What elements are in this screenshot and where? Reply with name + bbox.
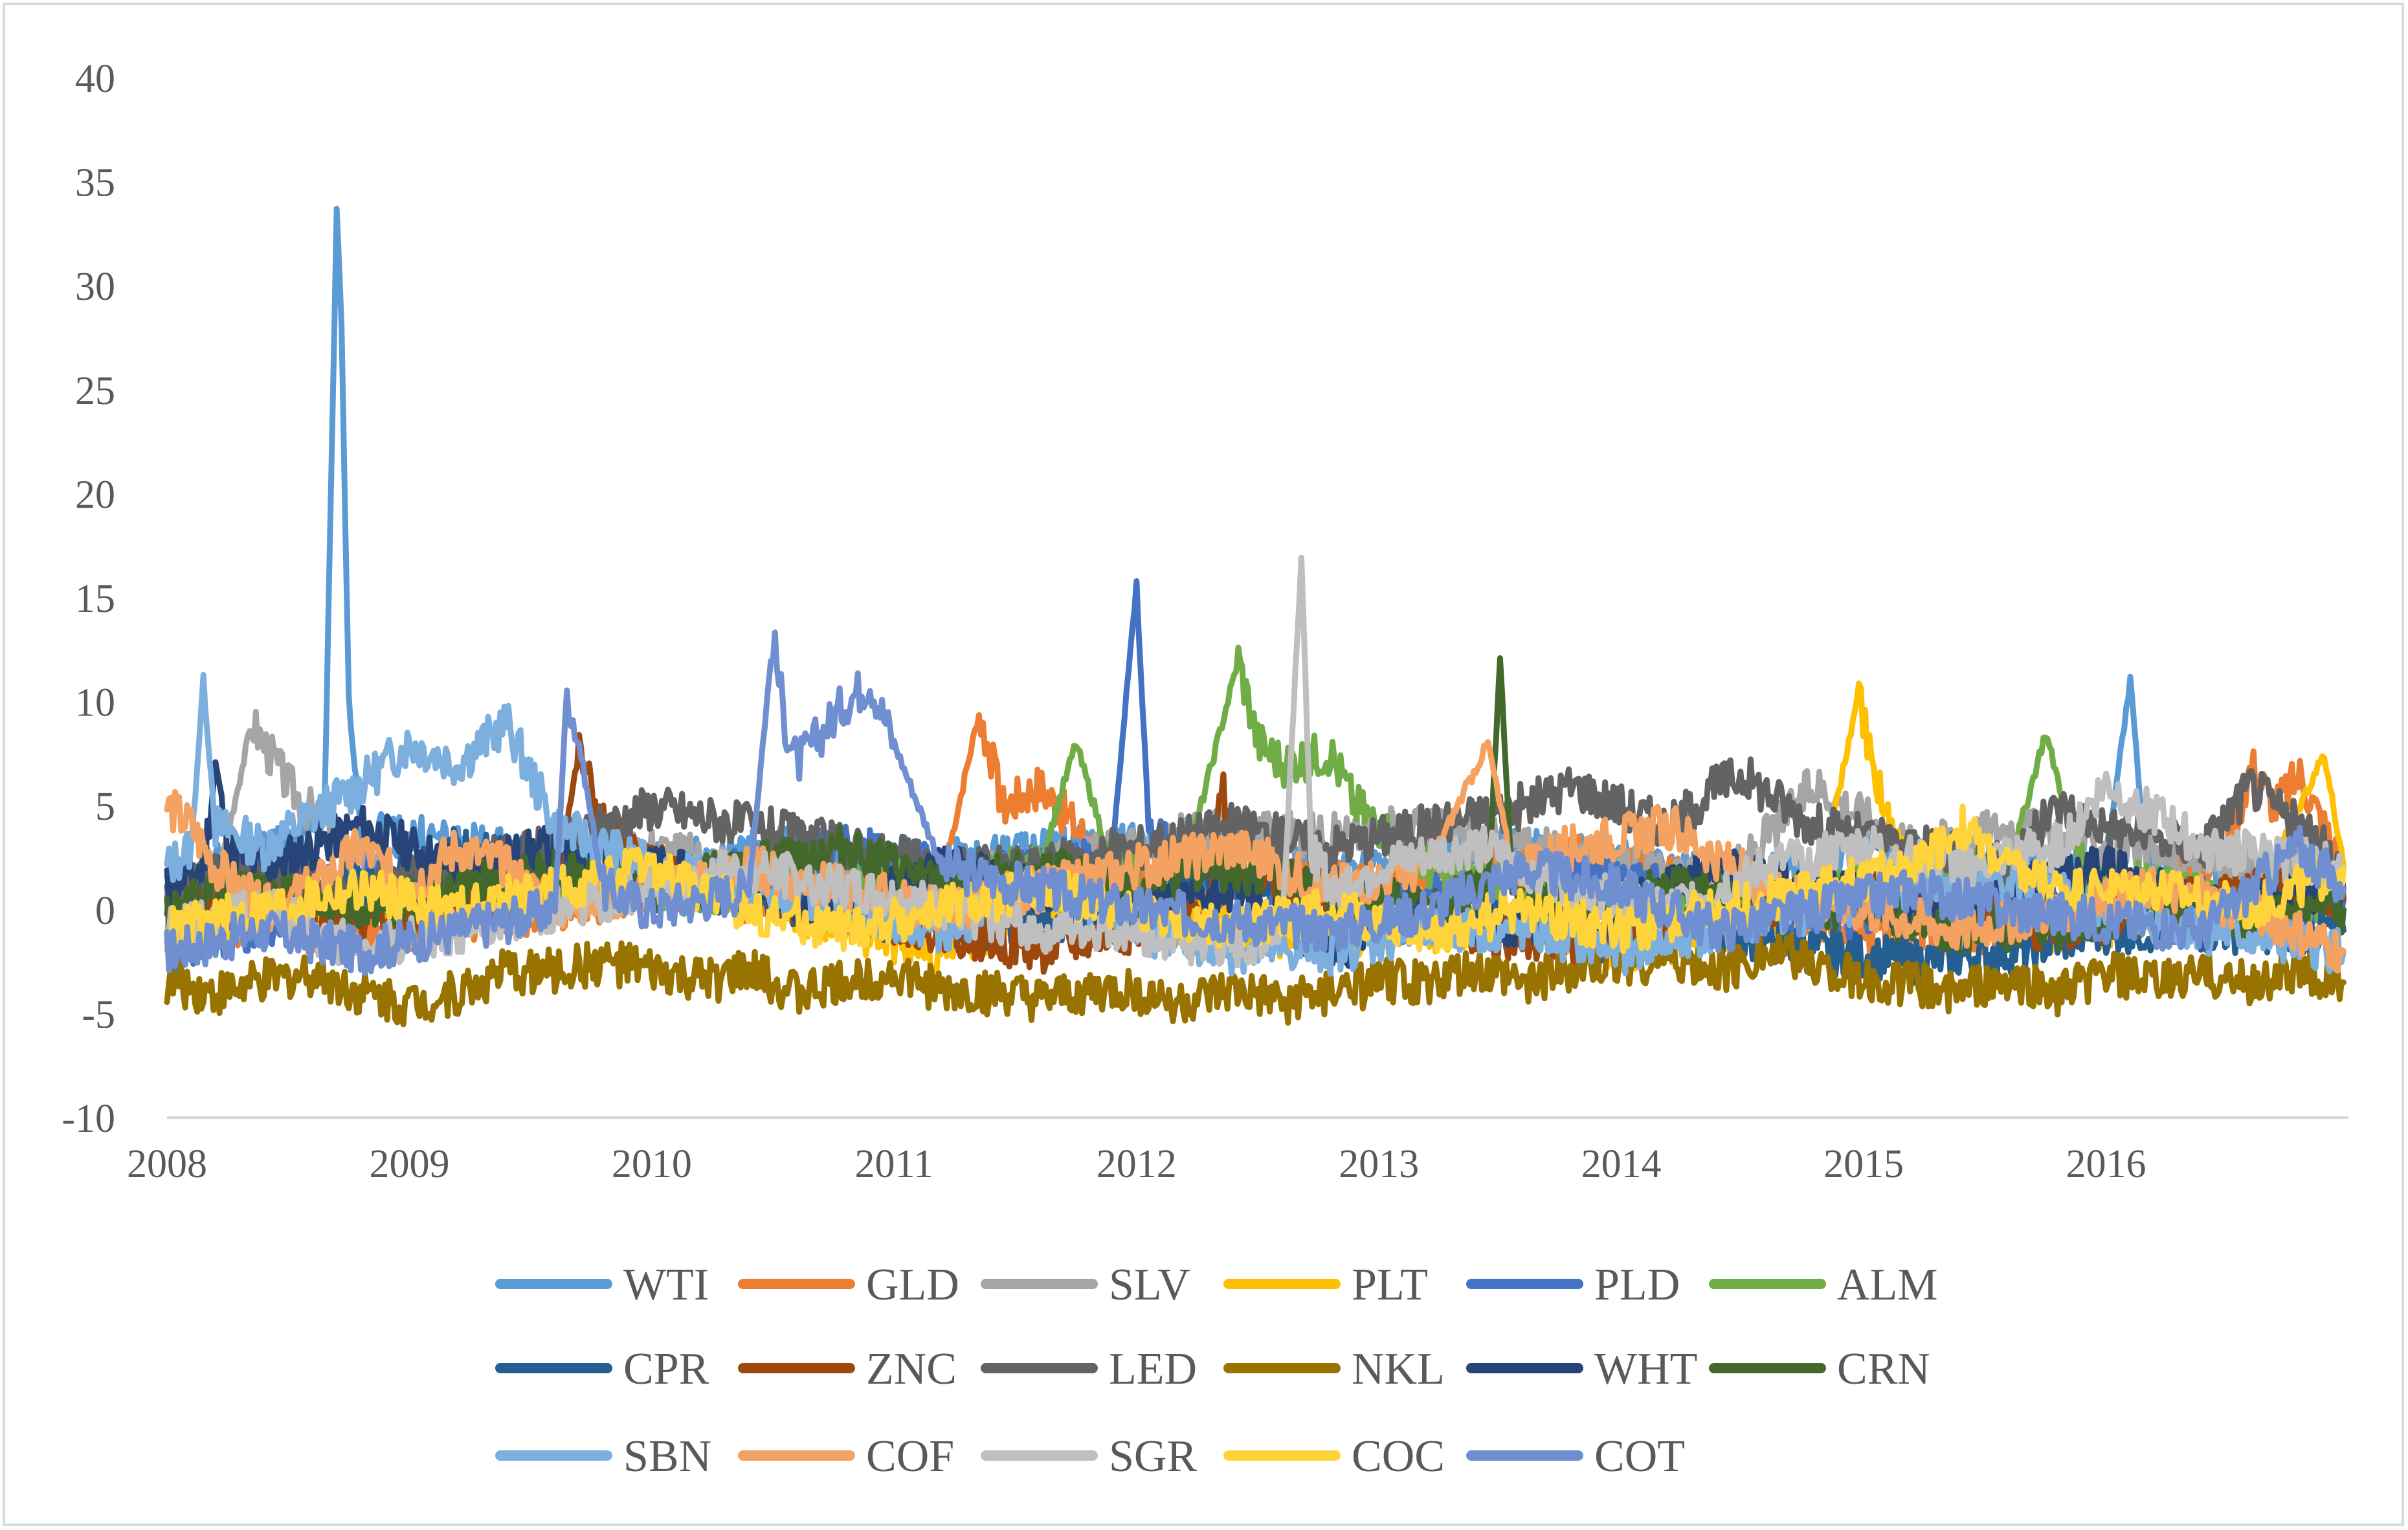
x-tick-label: 2009 — [369, 1142, 449, 1186]
legend: WTI GLD SLV PLT PLD ALM CPR ZNC LED NKL WHT CRN SBN C… — [495, 1260, 1938, 1481]
y-tick-label: -5 — [82, 993, 115, 1037]
series-lines — [164, 205, 2347, 1028]
y-tick-label: 0 — [95, 889, 115, 933]
x-tick-label: 2015 — [1823, 1142, 1904, 1186]
legend-label-coc: COC — [1352, 1432, 1445, 1481]
legend-label-led: LED — [1109, 1344, 1197, 1394]
y-axis-tick-labels: -10 -5 0 5 10 15 20 25 30 35 40 — [61, 57, 115, 1141]
legend-label-pld: PLD — [1594, 1260, 1680, 1310]
legend-label-cot: COT — [1594, 1432, 1685, 1481]
legend-label-plt: PLT — [1352, 1260, 1428, 1310]
legend-label-alm: ALM — [1837, 1260, 1938, 1310]
series-line-cot — [164, 629, 2347, 976]
legend-label-wti: WTI — [623, 1260, 709, 1310]
series-line-nkl — [164, 929, 2347, 1028]
y-tick-label: 5 — [95, 785, 115, 829]
x-tick-label: 2010 — [612, 1142, 692, 1186]
y-tick-label: 35 — [75, 161, 115, 205]
legend-label-crn: CRN — [1837, 1344, 1930, 1394]
legend-label-sgr: SGR — [1109, 1432, 1197, 1481]
legend-label-slv: SLV — [1109, 1260, 1190, 1310]
legend-label-wht: WHT — [1594, 1344, 1697, 1394]
x-tick-label: 2011 — [854, 1142, 933, 1186]
y-tick-label: -10 — [61, 1097, 115, 1141]
y-tick-label: 40 — [75, 57, 115, 101]
x-tick-label: 2008 — [127, 1142, 207, 1186]
series-line-coc — [164, 804, 2347, 954]
legend-label-cpr: CPR — [623, 1344, 709, 1394]
series-line-wti — [164, 205, 2347, 913]
legend-label-gld: GLD — [866, 1260, 959, 1310]
x-tick-label: 2013 — [1339, 1142, 1419, 1186]
x-tick-label: 2016 — [2066, 1142, 2146, 1186]
legend-label-sbn: SBN — [623, 1432, 711, 1481]
y-tick-label: 30 — [75, 265, 115, 309]
legend-label-cof: COF — [866, 1432, 954, 1481]
y-tick-label: 10 — [75, 681, 115, 725]
y-tick-label: 15 — [75, 577, 115, 621]
legend-label-nkl: NKL — [1352, 1344, 1445, 1394]
x-tick-label: 2014 — [1581, 1142, 1662, 1186]
chart-frame: -10 -5 0 5 10 15 20 25 30 35 40 2008 2009 2010 2011 20… — [3, 3, 2404, 1526]
x-tick-label: 2012 — [1097, 1142, 1177, 1186]
y-tick-label: 20 — [75, 473, 115, 517]
x-axis-tick-labels: 2008 2009 2010 2011 2012 2013 2014 2015 2016 — [127, 1142, 2146, 1186]
legend-label-znc: ZNC — [866, 1344, 957, 1394]
y-tick-label: 25 — [75, 369, 115, 413]
